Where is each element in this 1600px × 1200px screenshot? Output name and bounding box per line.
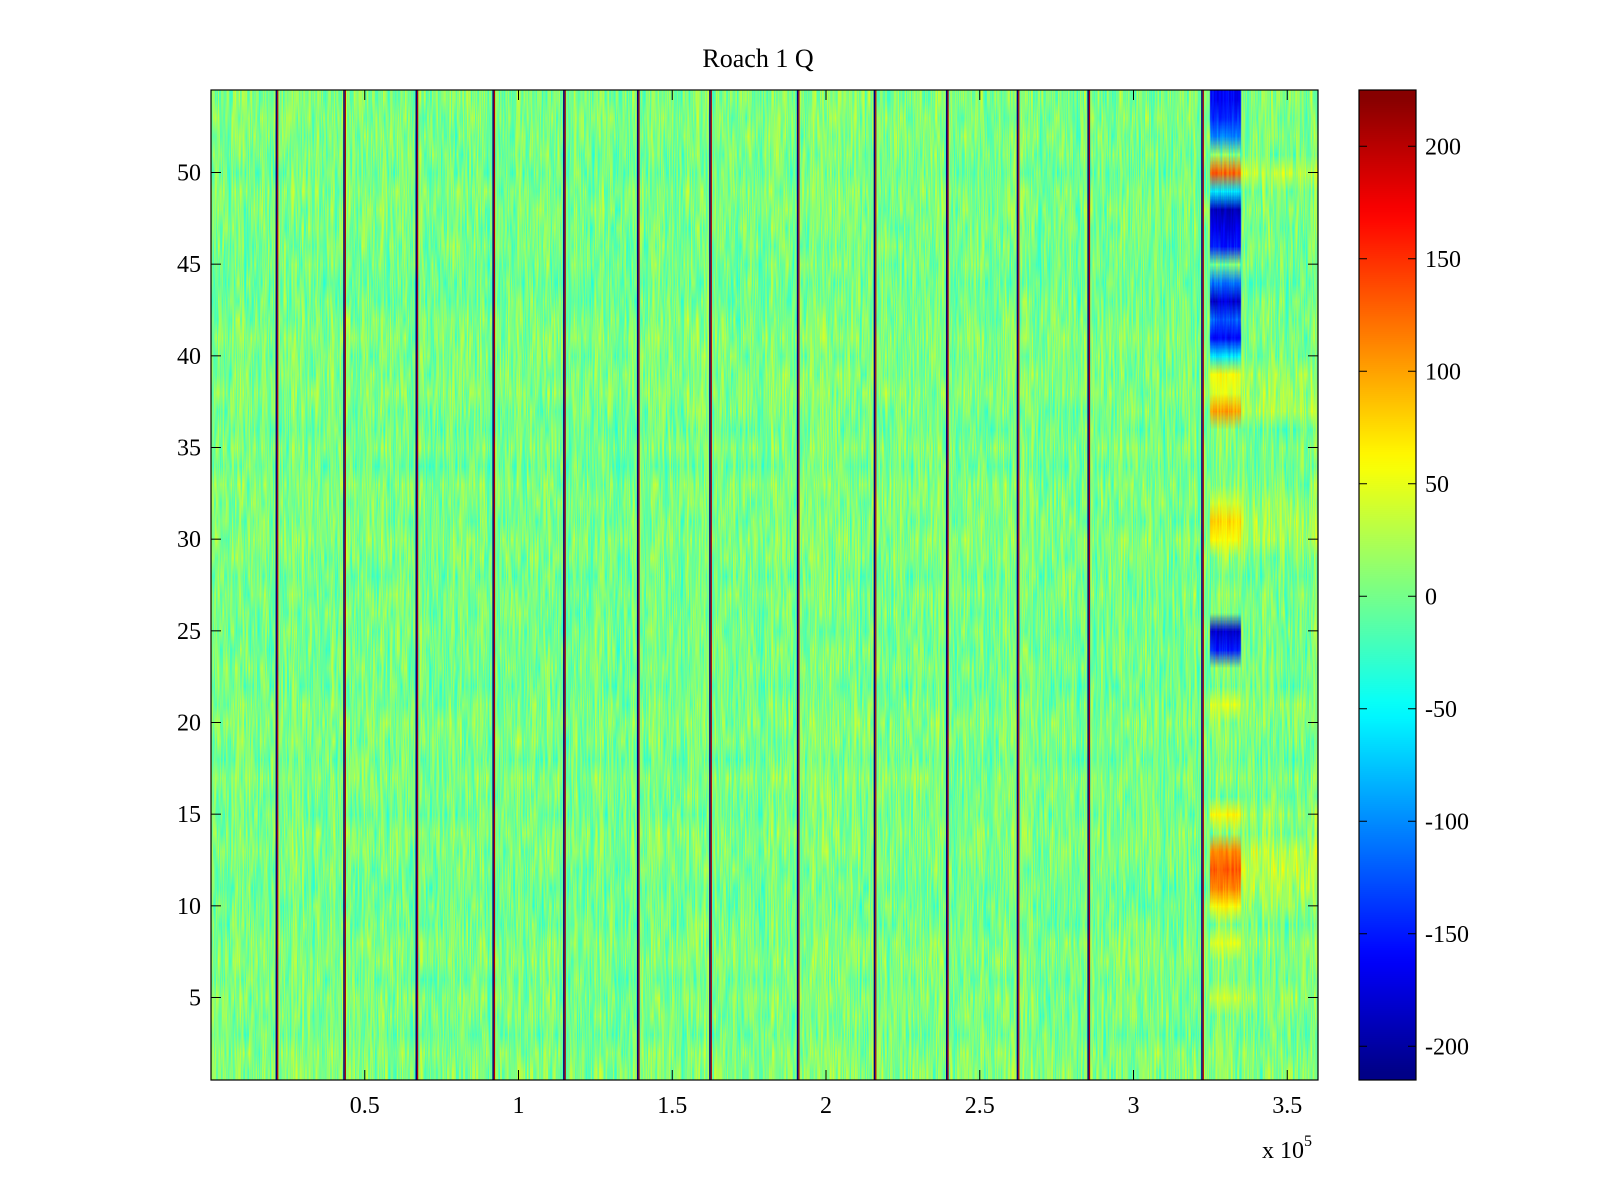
x-tick-label-3: 2 (820, 1093, 832, 1119)
colorbar-tick-label-6: -100 (1425, 809, 1469, 835)
column-boundary-dark-9 (945, 90, 948, 1080)
column-boundary-red-6 (710, 90, 712, 1080)
colorbar: 200 150 100 50 0 -50 -100 -150 -200 (1358, 89, 1469, 1081)
colorbar-tick-label-5: -50 (1425, 697, 1457, 723)
axes-frame (210, 89, 1319, 1081)
colorbar-gradient (1359, 90, 1416, 1080)
column-boundary-red-4 (564, 90, 566, 1080)
column-boundary-dark-2 (415, 90, 418, 1080)
x-tick-label-1: 1 (513, 1093, 525, 1119)
column-boundary-red-2 (417, 90, 419, 1080)
y-tick-label-8: 45 (177, 252, 201, 278)
y-tick-label-3: 20 (177, 711, 201, 737)
heatmap-image (211, 90, 1318, 1080)
column-boundary-red-9 (947, 90, 949, 1080)
y-tick-label-9: 50 (177, 161, 201, 187)
column-boundary-red-11 (1088, 90, 1091, 1080)
column-boundary-dark-10 (1016, 90, 1019, 1080)
y-axis: 5 10 15 20 25 30 35 40 45 50 (177, 161, 1318, 1012)
colorbar-tick-label-4: 0 (1425, 584, 1437, 610)
column-boundary-dark-1 (343, 90, 345, 1080)
x-tick-label-2: 1.5 (657, 1093, 687, 1119)
y-tick-label-4: 25 (177, 619, 201, 645)
column-boundary-red-3 (493, 90, 496, 1080)
column-boundary-dark-3 (492, 90, 494, 1080)
column-boundary-red-1 (344, 90, 346, 1080)
chart-title: Roach 1 Q (702, 44, 813, 73)
heatmap (211, 90, 1318, 1080)
colorbar-tick-label-3: 50 (1425, 472, 1449, 498)
x-tick-label-5: 3 (1128, 1093, 1140, 1119)
column-boundary-red-8 (875, 90, 877, 1080)
column-boundary-dark-0 (275, 90, 278, 1080)
y-tick-label-5: 30 (177, 527, 201, 553)
y-tick-label-6: 35 (177, 436, 201, 462)
y-tick-label-0: 5 (189, 986, 201, 1012)
column-boundaries (275, 90, 1204, 1080)
column-boundary-dark-8 (873, 90, 876, 1080)
x-axis: 0.5 1 1.5 2 2.5 3 3.5 (350, 90, 1302, 1119)
x-axis-exponent-base: x 10 (1262, 1138, 1304, 1164)
y-tick-label-1: 10 (177, 894, 201, 920)
colorbar-tick-label-0: 200 (1425, 134, 1461, 160)
colorbar-tick-label-1: 150 (1425, 247, 1461, 273)
colorbar-tick-label-7: -150 (1425, 922, 1469, 948)
colorbar-tick-label-8: -200 (1425, 1034, 1469, 1060)
x-tick-label-4: 2.5 (965, 1093, 995, 1119)
column-boundary-red-7 (798, 90, 800, 1080)
column-boundary-red-12 (1202, 90, 1204, 1080)
x-tick-label-6: 3.5 (1272, 1093, 1302, 1119)
column-boundary-dark-6 (709, 90, 711, 1080)
column-boundary-dark-5 (636, 90, 639, 1080)
column-boundary-dark-4 (563, 90, 565, 1080)
colorbar-ticks: 200 150 100 50 0 -50 -100 -150 -200 (1359, 134, 1469, 1060)
colorbar-frame (1358, 89, 1417, 1081)
column-boundary-red-5 (638, 90, 640, 1080)
x-tick-label-0: 0.5 (350, 1093, 380, 1119)
colorbar-tick-label-2: 100 (1425, 359, 1461, 385)
column-boundary-dark-7 (796, 90, 799, 1080)
column-boundary-dark-11 (1087, 90, 1089, 1080)
x-axis-exponent: x 105 (1262, 1133, 1312, 1164)
column-boundary-dark-12 (1201, 90, 1203, 1080)
column-boundary-red-10 (1018, 90, 1020, 1080)
x-axis-exponent-power: 5 (1304, 1133, 1312, 1150)
y-tick-label-2: 15 (177, 802, 201, 828)
column-boundary-red-0 (277, 90, 279, 1080)
y-tick-label-7: 40 (177, 344, 201, 370)
